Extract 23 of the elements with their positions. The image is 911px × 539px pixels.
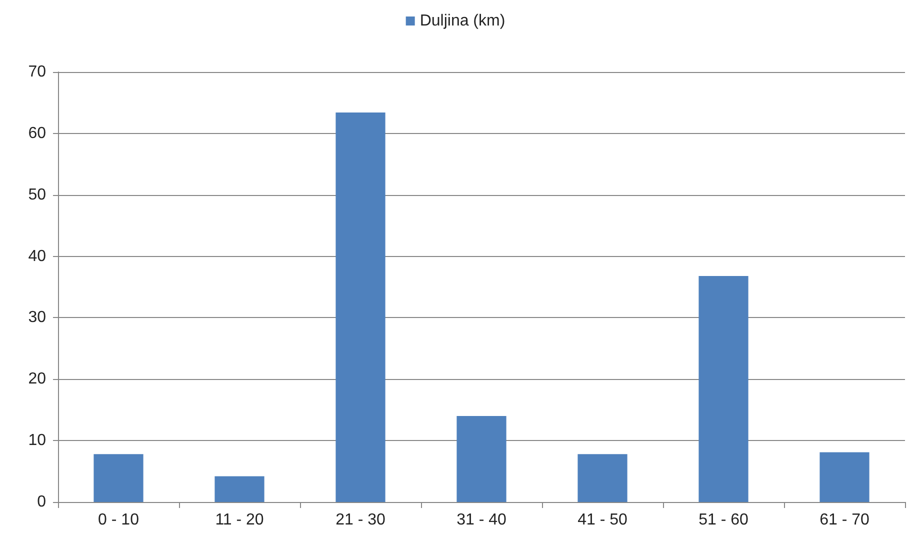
y-tick-label: 20: [28, 370, 46, 388]
x-tick-label: 51 - 60: [698, 512, 749, 528]
x-tick-label: 61 - 70: [820, 512, 870, 528]
bar: [578, 454, 628, 502]
bar: [820, 452, 870, 502]
x-tick-label: 41 - 50: [578, 512, 628, 528]
bar: [94, 454, 144, 502]
x-tick-label: 11 - 20: [215, 512, 264, 528]
x-tick-label: 0 - 10: [98, 512, 140, 528]
x-tick-label: 31 - 40: [456, 512, 507, 528]
bar: [336, 112, 386, 502]
y-tick-label: 30: [28, 309, 46, 326]
y-tick-label: 50: [28, 186, 46, 204]
y-tick-label: 70: [28, 64, 46, 80]
x-tick-label: 21 - 30: [336, 512, 386, 528]
y-tick-label: 60: [28, 124, 46, 142]
legend-label: Duljina (km): [420, 12, 506, 30]
bar: [214, 476, 264, 502]
y-tick-label: 0: [37, 494, 46, 510]
bar: [456, 416, 506, 502]
y-tick-label: 40: [28, 248, 46, 265]
bar: [698, 276, 748, 502]
y-tick-label: 10: [28, 432, 46, 450]
